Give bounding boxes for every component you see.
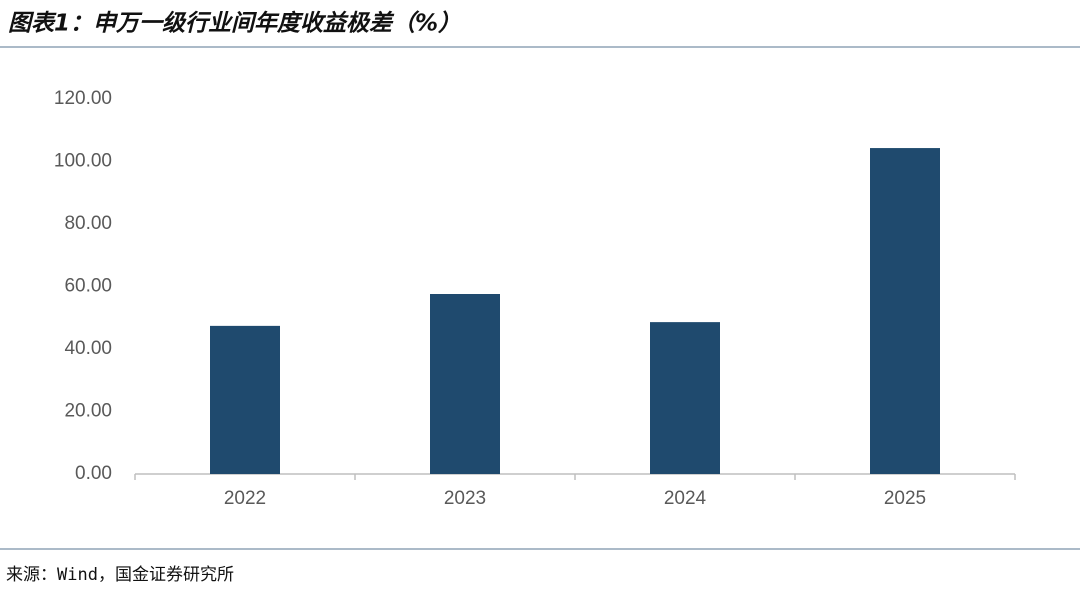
source-note: 来源：Wind，国金证券研究所 bbox=[6, 565, 234, 585]
chart-title: 图表1：申万一级行业间年度收益极差（%） bbox=[8, 10, 461, 37]
y-tick-label: 40.00 bbox=[64, 338, 112, 359]
x-tick-label: 2024 bbox=[664, 488, 707, 509]
x-tick-label: 2022 bbox=[224, 488, 266, 509]
y-tick-label: 0.00 bbox=[75, 463, 112, 484]
y-tick-label: 80.00 bbox=[64, 213, 112, 234]
y-tick-label: 60.00 bbox=[64, 276, 112, 297]
bar bbox=[210, 325, 280, 474]
bar bbox=[430, 294, 500, 474]
y-tick-label: 100.00 bbox=[54, 151, 112, 172]
x-tick-label: 2025 bbox=[884, 488, 926, 509]
x-tick-label: 2023 bbox=[444, 488, 486, 509]
y-tick-label: 120.00 bbox=[54, 88, 112, 109]
bar bbox=[870, 148, 940, 474]
bar bbox=[650, 322, 720, 474]
y-tick-label: 20.00 bbox=[64, 401, 112, 422]
